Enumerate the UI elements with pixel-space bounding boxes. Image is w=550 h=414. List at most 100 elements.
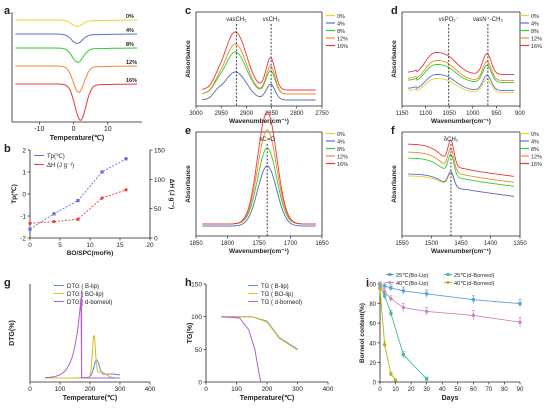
panel-c-legend-label: 0% — [337, 14, 345, 20]
panel-f-series-line — [407, 147, 515, 183]
panel-b-marker — [76, 199, 80, 203]
panel-d-x-tick-label: 1150 — [396, 111, 410, 117]
panel-b-marker — [28, 227, 32, 231]
panel-i-marker — [389, 372, 393, 376]
panel-e-annotation: νC=O — [259, 137, 275, 143]
panel-a-series-line — [15, 83, 138, 121]
panel-g-x-tick-label: 200 — [85, 386, 96, 393]
panel-c-annotation: νsCH₂ — [263, 17, 281, 23]
panel-h-legend-label: TG ( d-borneol) — [261, 300, 302, 306]
panel-g-x-tick-label: 100 — [55, 386, 66, 393]
panel-e-legend-label: 12% — [337, 155, 348, 161]
panel-label-b: b — [4, 143, 11, 155]
panel-f-x-tick-label: 1400 — [484, 241, 498, 247]
panel-f-legend-label: 4% — [531, 140, 539, 146]
panel-a-series-label: 4% — [126, 28, 134, 34]
panel-a-x-tick-label: 10 — [104, 126, 112, 133]
panel-label-h: h — [185, 277, 192, 289]
panel-b-x-tick-label: 20 — [146, 242, 154, 249]
panel-f-legend-label: 0% — [531, 132, 539, 138]
panel-h-series-line — [221, 316, 262, 383]
panel-e-x-tick-label: 1850 — [189, 241, 203, 247]
panel-f-legend-label: 8% — [531, 147, 539, 153]
panel-d-x-tick-label: 1050 — [443, 111, 457, 117]
panel-h-x-tick-label: 300 — [292, 386, 303, 393]
panel-i-marker — [389, 286, 393, 290]
panel-b-series-line — [29, 158, 127, 230]
panel-d-series-line — [407, 64, 515, 83]
panel-c-legend-label: 12% — [337, 37, 348, 43]
panel-g-x-tick-label: 300 — [115, 386, 126, 393]
panel-h-x-tick-label: 400 — [323, 386, 334, 393]
panel-b-y-label: Tp(℃) — [10, 184, 18, 204]
panel-i-y-label: Borneol content(%) — [359, 303, 366, 363]
panel-b-y-tick-label: -1 — [20, 214, 26, 221]
panel-i-marker — [401, 352, 405, 357]
panel-e-legend-label: 4% — [337, 140, 345, 146]
panel-b-y2-label: ΔH (J g⁻¹) — [168, 179, 175, 210]
panel-b-y2-tick-label: 100 — [154, 177, 165, 184]
panel-i-x-tick-label: 80 — [501, 387, 508, 393]
panel-h-legend-label: TG ( B-lip) — [261, 284, 289, 290]
panel-i-legend-label: 25℃(Bo-Lip) — [396, 273, 429, 279]
panel-d-x-tick-label: 1000 — [466, 111, 480, 117]
panel-label-c: c — [185, 5, 191, 17]
panel-e-series-line — [202, 165, 316, 227]
panel-i-marker — [425, 377, 429, 381]
panel-i-legend-marker — [388, 281, 392, 284]
panel-f-x-label: Wavenumber(cm⁻¹) — [431, 248, 491, 255]
panel-f-series-line — [407, 139, 515, 177]
panel-e-legend-label: 8% — [337, 147, 345, 153]
panel-b-x-tick-label: 5 — [58, 242, 62, 249]
panel-b-x-tick-label: 15 — [116, 242, 124, 249]
panel-c-series-line — [202, 31, 316, 91]
panel-e-x-tick-label: 1650 — [315, 241, 329, 247]
panel-d-x-tick-label: 900 — [515, 111, 526, 117]
panel-b-marker — [100, 170, 104, 174]
panel-i-y-tick-label: 100 — [366, 283, 377, 289]
panel-d-annotation: νasN⁺-CH₃ — [473, 16, 504, 23]
panel-i-legend-marker — [446, 281, 450, 284]
panel-g-series-line — [44, 297, 120, 379]
panel-b-x-tick-label: 10 — [86, 242, 94, 249]
panel-a-series-line — [15, 47, 138, 63]
panel-i-marker — [424, 309, 429, 314]
panel-g-series-line — [45, 359, 121, 379]
panel-c-y-label: Absorbance — [185, 40, 192, 78]
panel-c-x-tick-label: 2750 — [315, 111, 329, 117]
panel-f-legend-label: 12% — [531, 155, 542, 161]
panel-g-x-tick-label: 0 — [28, 386, 32, 393]
panel-b-y-tick-label: 2 — [22, 148, 26, 155]
panel-f-series-line — [407, 154, 515, 187]
panel-b-series-line — [29, 189, 127, 224]
panel-i-marker — [471, 313, 476, 318]
panel-i-x-tick-label: 10 — [392, 387, 399, 393]
panel-c-x-tick-label: 2850 — [265, 111, 279, 117]
panel-b-y-tick-label: -2 — [20, 236, 26, 243]
panel-c-legend-label: 4% — [337, 22, 345, 28]
panel-c-x-tick-label: 2800 — [290, 111, 304, 117]
panel-i-legend-label: 40℃(Bo-Lip) — [396, 281, 429, 287]
panel-c-x-label: Wavenumber(cm⁻¹) — [229, 118, 289, 125]
panel-e-legend-label: 16% — [337, 162, 348, 168]
panel-i-marker — [393, 378, 398, 382]
panel-e-y-label: Absorbance — [185, 165, 192, 203]
panel-f-annotation: δCH₂ — [444, 137, 459, 143]
panel-i-x-tick-label: 90 — [517, 387, 524, 393]
panel-h-legend-label: TG ( BO-lip) — [261, 292, 293, 298]
panel-h-series-line — [221, 316, 298, 350]
panel-b-marker — [28, 221, 32, 225]
panel-a-series-line — [15, 19, 138, 27]
panel-i-marker — [378, 287, 382, 291]
panel-e-series-line — [202, 165, 316, 227]
panel-d-legend-label: 12% — [531, 37, 542, 43]
panel-i-y-tick-label: 80 — [369, 302, 376, 308]
panel-b-y2-tick-label: 50 — [154, 206, 162, 213]
panel-i-legend-label: 25℃(d-Borneol) — [454, 273, 495, 279]
panel-g-x-label: Temperature(℃) — [63, 394, 117, 402]
panel-b-marker — [76, 217, 80, 221]
panel-f-x-tick-label: 1500 — [425, 241, 439, 247]
panel-g-legend-label: DTG ( d-borneol) — [67, 300, 112, 306]
panel-i-x-tick-label: 60 — [470, 387, 477, 393]
